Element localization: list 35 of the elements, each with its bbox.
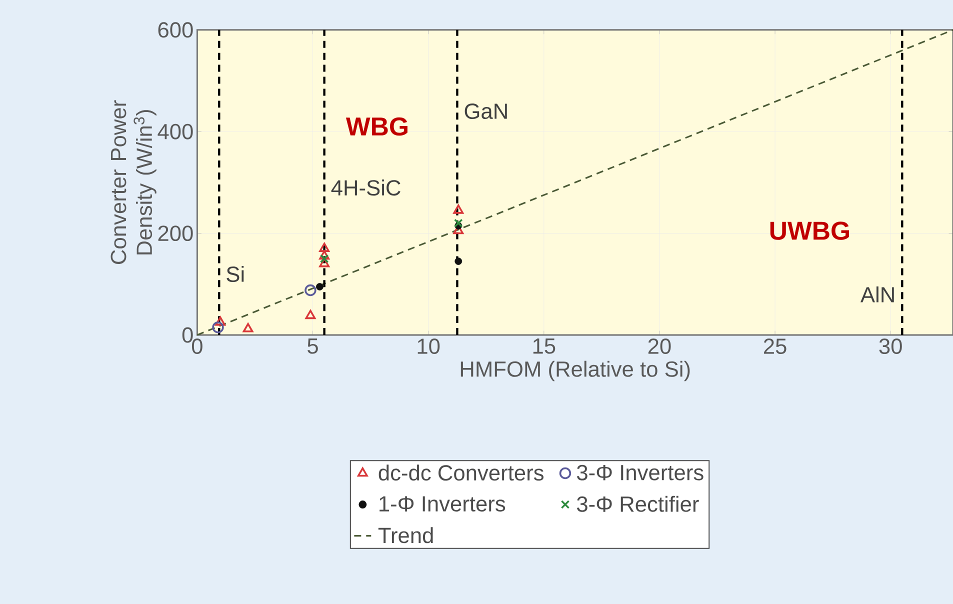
x-tick-label: 20 [648, 338, 671, 354]
y-tick-label: 600 [158, 22, 193, 38]
ref-line-label: Si [226, 266, 244, 282]
point [212, 321, 224, 334]
legend-label: 1-Φ Inverters [380, 496, 506, 512]
point [316, 282, 324, 290]
legend-label: 3-Φ Inverters [576, 464, 704, 480]
ref-line-label: GaN [464, 103, 507, 119]
point [319, 242, 330, 252]
point [215, 316, 226, 326]
y-tick-label: 400 [158, 124, 193, 140]
annotation: WBG [346, 117, 408, 136]
point [454, 218, 463, 228]
point [242, 322, 254, 332]
point [305, 310, 316, 319]
x-tick-label: 30 [879, 338, 902, 354]
x-axis-title: HMFOM (Relative to Si) [460, 360, 690, 382]
legend-label: Trend [378, 527, 433, 544]
x-tick-label: 10 [418, 338, 440, 354]
x-tick-label: 5 [308, 338, 318, 354]
point [319, 258, 330, 268]
x-tick-label: 25 [764, 338, 786, 354]
point [320, 254, 329, 264]
annotation: UWBG [770, 222, 849, 240]
point [453, 204, 464, 214]
legend-label: dc-dc Converters [378, 464, 544, 481]
y-tick-label: 200 [158, 225, 193, 241]
y-tick-label: 0 [182, 327, 193, 343]
ref-line-label: 4H-SiC [331, 179, 400, 196]
ref-line-label: AlN [860, 286, 894, 302]
x-tick-label: 15 [533, 338, 556, 354]
point [304, 284, 316, 296]
point [454, 258, 462, 265]
legend-label: 3-Φ Rectifier [576, 496, 699, 512]
point [319, 250, 330, 260]
